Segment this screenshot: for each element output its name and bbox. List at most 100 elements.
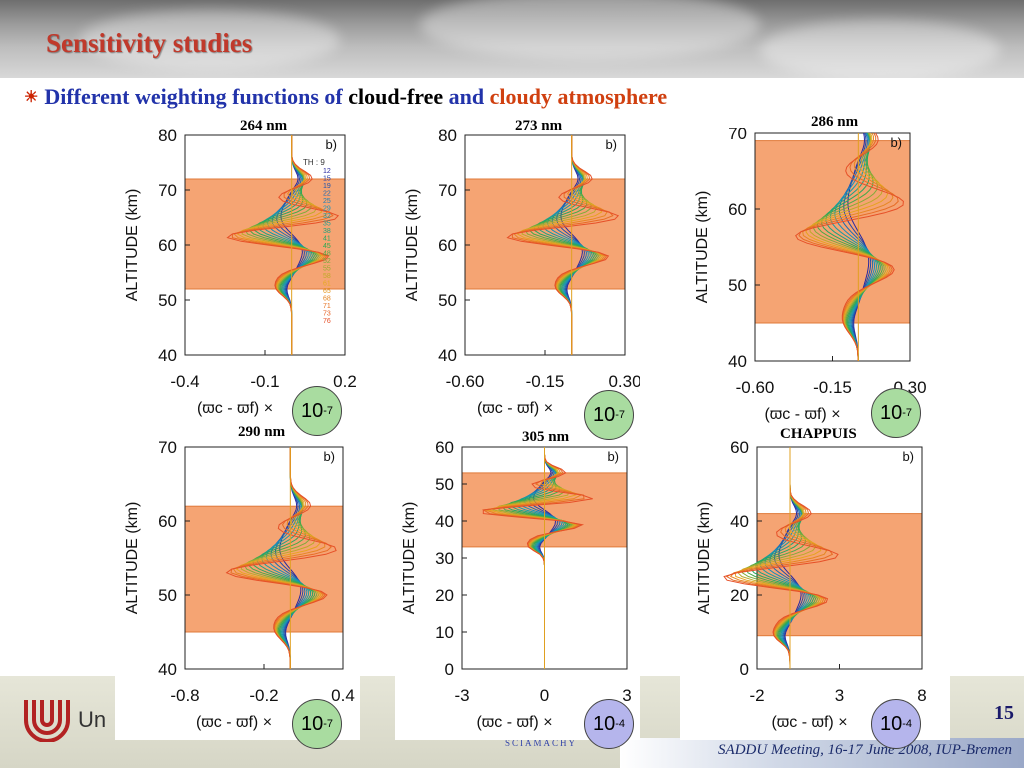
scale-exponent: -7 xyxy=(323,405,334,417)
x-tick-label: 0.4 xyxy=(331,686,355,705)
bullet-text-3: and xyxy=(448,84,485,109)
y-tick-label: 70 xyxy=(728,128,747,143)
cloud-layer-band xyxy=(184,505,344,633)
slide-title: Sensitivity studies xyxy=(46,28,253,58)
x-tick-label: 3 xyxy=(835,686,844,705)
chart-svg: 40 50 60 70 -0.8 -0.2 0.4 ALTITUDE (km) (ϖc - ϖf… xyxy=(124,438,355,731)
legend-entry: 15 xyxy=(323,176,331,183)
panel-tag: b) xyxy=(323,449,335,464)
y-tick-label: 50 xyxy=(435,475,454,494)
y-tick-label: 60 xyxy=(158,512,177,531)
y-tick-label: 40 xyxy=(158,346,177,365)
scale-base: 10 xyxy=(879,401,903,424)
x-tick-label: -0.15 xyxy=(813,378,852,397)
x-axis-label: (ϖc - ϖf) × xyxy=(476,714,552,731)
legend-entry: 61 xyxy=(323,281,331,288)
scale-exponent: -7 xyxy=(902,407,913,419)
plot-wavelength-label: 290 nm xyxy=(238,424,286,440)
x-tick-label: -2 xyxy=(749,686,764,705)
chart-panel: 40 50 60 70 80 -0.4 -0.1 0.2 ALTITUDE (km) (ϖc - … xyxy=(115,126,360,428)
legend-entry: 29 xyxy=(323,206,331,213)
x-tick-label: -0.8 xyxy=(170,686,199,705)
chart-panel: 40 50 60 70 80 -0.60 -0.15 0.30 ALTITUDE (km) (ϖc… xyxy=(395,126,642,428)
y-tick-label: 70 xyxy=(158,440,177,457)
weighting-function-curve xyxy=(805,132,889,362)
legend-entry: 76 xyxy=(323,318,331,325)
y-tick-label: 80 xyxy=(158,128,177,145)
cloud-layer-band xyxy=(464,178,626,290)
scale-base: 10 xyxy=(592,403,616,426)
plot-wavelength-label: 264 nm xyxy=(240,118,288,134)
y-axis-label: ALTITUDE (km) xyxy=(401,502,418,615)
legend-entry: 38 xyxy=(323,228,331,235)
panel-tag: b) xyxy=(605,137,617,152)
y-tick-label: 50 xyxy=(728,276,747,295)
plot-wavelength-label: 286 nm xyxy=(811,114,859,130)
legend-entry: 48 xyxy=(323,251,331,258)
y-tick-label: 20 xyxy=(730,586,749,605)
legend-title: TH : 9 xyxy=(303,158,325,167)
weighting-function-curve xyxy=(809,132,887,362)
footer-bar xyxy=(620,738,1024,768)
scale-exponent: -7 xyxy=(323,718,334,730)
scale-exponent: -4 xyxy=(615,718,626,730)
bullet-text-2: cloud-free xyxy=(348,84,444,109)
sciamachy-label: SCIAMACHY xyxy=(505,738,578,748)
legend-entry: 25 xyxy=(323,198,331,205)
scale-factor-badge: 10 -4 xyxy=(584,699,634,749)
y-tick-label: 60 xyxy=(158,236,177,255)
panel-tag: b) xyxy=(325,137,337,152)
chart-panel: 0 10 20 30 40 50 60 -3 0 3 ALTITUDE (km) (ϖc - ϖf) … xyxy=(395,438,640,740)
weighting-function-curve xyxy=(812,132,885,362)
legend-entry: 19 xyxy=(323,183,331,190)
x-tick-label: 3 xyxy=(622,686,631,705)
y-tick-label: 50 xyxy=(158,291,177,310)
panel-tag: b) xyxy=(890,135,902,150)
scale-factor-badge: 10 -7 xyxy=(292,699,342,749)
scale-factor-badge: 10 -7 xyxy=(292,386,342,436)
y-tick-label: 40 xyxy=(158,660,177,679)
y-tick-label: 70 xyxy=(158,181,177,200)
legend-entry: 12 xyxy=(323,168,331,175)
y-tick-label: 80 xyxy=(438,128,457,145)
cloud-layer-band xyxy=(184,178,346,290)
y-tick-label: 60 xyxy=(435,440,454,457)
weighting-function-curve xyxy=(795,132,904,362)
x-tick-label: 0.2 xyxy=(333,372,357,391)
legend-entry: 71 xyxy=(323,303,331,310)
x-tick-label: -0.2 xyxy=(249,686,278,705)
sun-bullet-icon: ☀ xyxy=(24,89,39,106)
x-tick-label: 0 xyxy=(540,686,549,705)
scale-factor-badge: 10 -7 xyxy=(584,390,634,440)
page-number: 15 xyxy=(994,702,1014,724)
x-tick-label: 8 xyxy=(917,686,926,705)
legend-entry: 58 xyxy=(323,273,331,280)
scale-factor-badge: 10 -7 xyxy=(871,388,921,438)
chart-panel: 40 50 60 70 -0.8 -0.2 0.4 ALTITUDE (km) (ϖc - ϖf… xyxy=(115,438,360,740)
legend-entry: 41 xyxy=(323,236,331,243)
x-axis-label: (ϖc - ϖf) × xyxy=(197,400,273,417)
legend-entry: 35 xyxy=(323,221,331,228)
y-tick-label: 50 xyxy=(158,586,177,605)
y-tick-label: 60 xyxy=(438,236,457,255)
chart-svg: 40 50 60 70 80 -0.60 -0.15 0.30 ALTITUDE (km) (ϖc… xyxy=(404,126,642,417)
y-tick-label: 30 xyxy=(435,549,454,568)
panel-tag: b) xyxy=(902,449,914,464)
legend-entry: 52 xyxy=(323,258,331,265)
legend-entry: 68 xyxy=(323,296,331,303)
slide-header xyxy=(0,0,1024,78)
y-axis-label: ALTITUDE (km) xyxy=(696,502,713,615)
legend-entry: 73 xyxy=(323,311,331,318)
x-tick-label: -0.60 xyxy=(446,372,485,391)
university-logo-icon xyxy=(24,700,70,742)
x-tick-label: -0.1 xyxy=(250,372,279,391)
scale-base: 10 xyxy=(879,712,903,735)
scale-factor-badge: 10 -4 xyxy=(871,699,921,749)
x-axis-label: (ϖc - ϖf) × xyxy=(196,714,272,731)
scale-base: 10 xyxy=(300,399,324,422)
x-tick-label: 0.30 xyxy=(608,372,640,391)
y-axis-label: ALTITUDE (km) xyxy=(404,189,421,302)
panel-tag: b) xyxy=(607,449,619,464)
legend-entry: 45 xyxy=(323,243,331,250)
